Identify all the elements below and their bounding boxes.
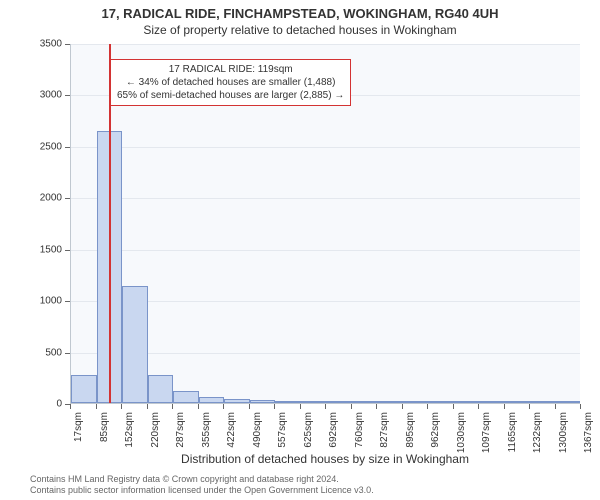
y-tick-label: 3000 [22, 90, 62, 101]
gridline [71, 198, 580, 199]
x-tick-label: 692sqm [328, 412, 339, 448]
x-tick-label: 220sqm [150, 412, 161, 448]
y-tick-mark [65, 301, 70, 302]
y-tick-mark [65, 353, 70, 354]
histogram-bar [224, 399, 250, 403]
x-tick-mark [376, 404, 377, 409]
x-tick-label: 490sqm [252, 412, 263, 448]
histogram-bar [148, 375, 174, 403]
histogram-bar [301, 401, 327, 403]
y-tick-mark [65, 95, 70, 96]
y-tick-label: 1500 [22, 244, 62, 255]
histogram-bar [403, 401, 429, 403]
y-tick-label: 2500 [22, 141, 62, 152]
x-tick-mark [351, 404, 352, 409]
x-tick-label: 962sqm [430, 412, 441, 448]
histogram-bar [173, 391, 199, 403]
x-tick-mark [121, 404, 122, 409]
histogram-bar [250, 400, 276, 403]
x-tick-label: 1300sqm [558, 412, 569, 453]
x-axis-label: Distribution of detached houses by size … [70, 452, 580, 466]
y-tick-label: 500 [22, 347, 62, 358]
x-tick-mark [529, 404, 530, 409]
histogram-bar [505, 401, 531, 403]
y-tick-label: 3500 [22, 39, 62, 50]
x-tick-mark [198, 404, 199, 409]
annotation-line-3: 65% of semi-detached houses are larger (… [117, 89, 344, 102]
x-tick-label: 557sqm [277, 412, 288, 448]
plot-wrap: 0500100015002000250030003500 17sqm85sqm1… [70, 44, 580, 404]
x-tick-mark [555, 404, 556, 409]
x-tick-mark [504, 404, 505, 409]
x-tick-label: 625sqm [303, 412, 314, 448]
x-tick-label: 422sqm [226, 412, 237, 448]
x-tick-label: 760sqm [354, 412, 365, 448]
gridline [71, 250, 580, 251]
x-tick-mark [274, 404, 275, 409]
y-tick-mark [65, 198, 70, 199]
x-tick-mark [478, 404, 479, 409]
x-tick-mark [453, 404, 454, 409]
annotation-line-2: ← 34% of detached houses are smaller (1,… [117, 76, 344, 89]
x-tick-label: 1165sqm [507, 412, 518, 452]
histogram-bar [428, 401, 454, 403]
x-tick-mark [172, 404, 173, 409]
gridline [71, 44, 580, 45]
annotation-line-1: 17 RADICAL RIDE: 119sqm [117, 63, 344, 76]
footer-line-2: Contains public sector information licen… [30, 485, 374, 496]
x-tick-label: 1097sqm [481, 412, 492, 453]
y-tick-label: 1000 [22, 296, 62, 307]
chart-subtitle: Size of property relative to detached ho… [0, 21, 600, 37]
gridline [71, 147, 580, 148]
x-tick-mark [580, 404, 581, 409]
histogram-bar [377, 401, 403, 403]
histogram-bar [479, 401, 505, 403]
x-tick-label: 17sqm [73, 412, 84, 442]
x-tick-label: 1232sqm [532, 412, 543, 453]
x-tick-label: 355sqm [201, 412, 212, 448]
footer-attribution: Contains HM Land Registry data © Crown c… [30, 474, 374, 496]
x-tick-label: 85sqm [99, 412, 110, 442]
chart-title: 17, RADICAL RIDE, FINCHAMPSTEAD, WOKINGH… [0, 0, 600, 21]
y-tick-label: 0 [22, 399, 62, 410]
x-tick-mark [70, 404, 71, 409]
x-tick-mark [402, 404, 403, 409]
x-tick-mark [147, 404, 148, 409]
histogram-bar [199, 397, 225, 403]
y-tick-mark [65, 44, 70, 45]
y-tick-mark [65, 147, 70, 148]
footer-line-1: Contains HM Land Registry data © Crown c… [30, 474, 374, 485]
y-axis-label-wrap: Number of detached properties [0, 44, 20, 404]
histogram-bar [556, 401, 581, 403]
x-tick-mark [223, 404, 224, 409]
histogram-bar [326, 401, 352, 403]
chart-root: 17, RADICAL RIDE, FINCHAMPSTEAD, WOKINGH… [0, 0, 600, 500]
x-tick-label: 827sqm [379, 412, 390, 448]
x-tick-label: 1367sqm [583, 412, 594, 453]
x-tick-mark [427, 404, 428, 409]
x-tick-mark [96, 404, 97, 409]
histogram-bar [71, 375, 97, 403]
y-tick-label: 2000 [22, 193, 62, 204]
x-tick-label: 287sqm [175, 412, 186, 448]
histogram-bar [275, 401, 301, 403]
x-tick-mark [325, 404, 326, 409]
highlight-annotation: 17 RADICAL RIDE: 119sqm ← 34% of detache… [110, 59, 351, 106]
histogram-bar [352, 401, 378, 403]
x-tick-label: 895sqm [405, 412, 416, 448]
histogram-bar [530, 401, 556, 403]
x-tick-mark [249, 404, 250, 409]
x-tick-label: 1030sqm [456, 412, 467, 453]
y-tick-mark [65, 250, 70, 251]
x-tick-mark [300, 404, 301, 409]
histogram-bar [122, 286, 148, 403]
x-tick-label: 152sqm [124, 412, 135, 448]
histogram-bar [454, 401, 480, 403]
